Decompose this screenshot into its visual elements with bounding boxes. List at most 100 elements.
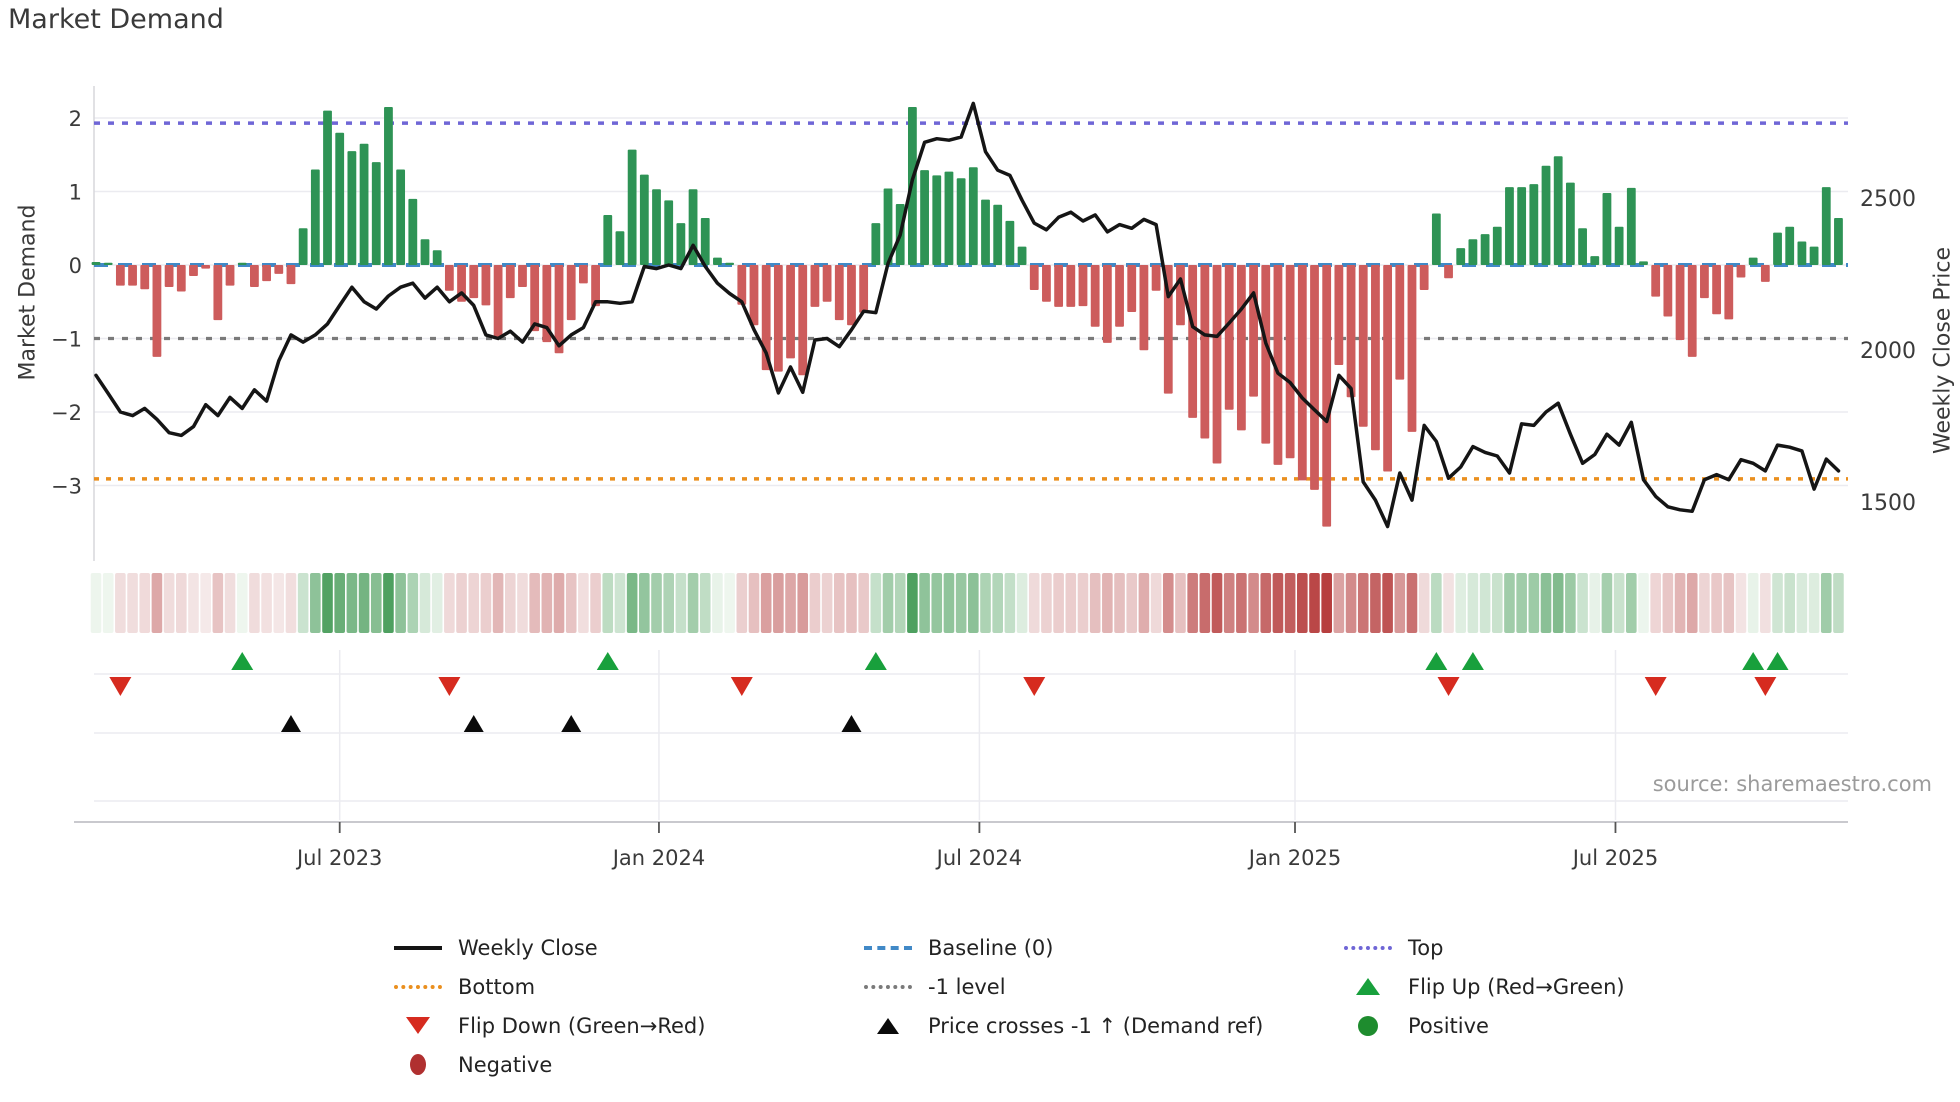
- heatmap-cell: [1577, 573, 1588, 633]
- demand-bar: [444, 265, 454, 291]
- heatmap-cell: [1760, 573, 1771, 633]
- demand-bar: [286, 265, 296, 285]
- heatmap-cell: [943, 573, 955, 633]
- demand-bar: [1736, 265, 1746, 278]
- demand-bar: [1261, 265, 1271, 444]
- flip-down-marker: [1644, 677, 1667, 696]
- y-axis-right-label: Weekly Close Price: [1930, 247, 1956, 454]
- legend: Weekly Close Bottom Flip Down (Green→Red) N…: [0, 928, 1960, 1088]
- heatmap-cell: [151, 573, 163, 633]
- demand-bar: [1334, 265, 1344, 365]
- heatmap-cell: [163, 573, 175, 633]
- heatmap-cell: [1175, 573, 1186, 633]
- heatmap-cell: [1808, 573, 1820, 633]
- heatmap-cell: [1638, 573, 1649, 633]
- heatmap-cell: [504, 573, 516, 633]
- heatmap-cell: [1382, 573, 1393, 633]
- legend-label: Flip Up (Red→Green): [1408, 974, 1625, 999]
- heatmap-cell: [614, 573, 626, 633]
- flip-down-marker: [438, 677, 461, 696]
- heatmap-cell: [1065, 573, 1077, 633]
- y-axis-left-tick-label: 2: [69, 107, 82, 131]
- demand-bar: [981, 199, 990, 265]
- demand-bar: [1127, 265, 1137, 313]
- demand-bar: [603, 215, 613, 265]
- demand-bar: [1724, 265, 1734, 320]
- demand-bar: [1675, 265, 1685, 340]
- heatmap-cell: [431, 573, 443, 633]
- heatmap-cell: [1565, 573, 1576, 633]
- positive-swatch: [1358, 1015, 1378, 1036]
- demand-bar: [432, 250, 442, 265]
- demand-bar: [1297, 265, 1307, 481]
- demand-bar: [834, 265, 844, 321]
- heatmap-cell: [1711, 573, 1722, 633]
- bottom-swatch: [394, 984, 442, 989]
- legend-item-weekly-close: Weekly Close: [392, 928, 705, 967]
- heatmap-cell: [785, 573, 796, 633]
- heatmap-cell: [212, 573, 224, 633]
- demand-bar: [1383, 265, 1393, 472]
- demand-bar: [566, 265, 576, 321]
- flip-up-marker: [864, 652, 887, 670]
- price-crosses-swatch: [877, 1017, 899, 1034]
- heatmap-cell: [297, 573, 309, 633]
- heatmap-cell: [1053, 573, 1064, 633]
- demand-bar: [1029, 265, 1039, 290]
- heatmap-cell: [639, 573, 650, 633]
- heatmap-cell: [1321, 573, 1332, 633]
- demand-bar: [1541, 165, 1551, 265]
- negative-swatch: [410, 1054, 426, 1075]
- demand-bar: [627, 149, 637, 265]
- demand-bar: [310, 169, 320, 265]
- heatmap-cell: [1248, 573, 1259, 633]
- demand-bar: [1529, 184, 1539, 265]
- heatmap-cell: [139, 573, 151, 633]
- heatmap-cell: [1723, 573, 1735, 633]
- heatmap-cell: [846, 573, 857, 633]
- minus-1-level-legend-icon: [862, 984, 914, 989]
- heatmap-cell: [687, 573, 699, 633]
- y-axis-left-tick-label: −2: [51, 401, 82, 425]
- demand-bar: [932, 175, 942, 265]
- price-cross-marker: [463, 715, 484, 732]
- heatmap-cell: [1187, 573, 1198, 633]
- heatmap-cell: [175, 573, 187, 633]
- demand-bar: [579, 265, 588, 284]
- heatmap-cell: [1467, 573, 1479, 633]
- demand-bar: [1565, 182, 1575, 265]
- heatmap-cell: [1552, 573, 1564, 633]
- demand-bar: [786, 265, 795, 359]
- heatmap-cell: [968, 573, 979, 633]
- heatmap-cell: [1126, 573, 1138, 633]
- heatmap-cell: [1102, 573, 1113, 633]
- heatmap-cell: [102, 573, 114, 633]
- heatmap-cell: [1138, 573, 1150, 633]
- y-axis-left-tick-label: −3: [51, 475, 82, 499]
- demand-bar: [1188, 265, 1198, 418]
- heatmap-cell: [955, 573, 967, 633]
- heatmap-cell: [1333, 573, 1345, 633]
- demand-bar: [1017, 246, 1027, 265]
- flip-up-marker: [231, 652, 254, 670]
- heatmap-cell: [1443, 573, 1454, 633]
- heatmap-cell: [273, 573, 285, 633]
- demand-bar: [1078, 265, 1088, 307]
- demand-bar: [810, 265, 820, 307]
- heatmap-cell: [1089, 573, 1101, 633]
- legend-label: Flip Down (Green→Red): [458, 1013, 706, 1038]
- demand-bar: [1444, 265, 1453, 279]
- demand-bar: [615, 231, 625, 265]
- heatmap-cell: [1674, 573, 1686, 633]
- legend-label: Weekly Close: [458, 935, 598, 960]
- heatmap-cell: [1418, 573, 1430, 633]
- price-cross-marker: [841, 715, 862, 732]
- demand-bar: [140, 265, 150, 290]
- heatmap-cell: [663, 573, 674, 633]
- heatmap-cell: [1309, 573, 1320, 633]
- legend-item-flip-down: Flip Down (Green→Red): [392, 1006, 705, 1045]
- demand-bar: [1358, 265, 1368, 427]
- heatmap-cell: [480, 573, 492, 633]
- demand-bar: [664, 200, 674, 265]
- legend-column-2: Baseline (0) -1 level Price crosses -1 ↑ (…: [862, 928, 1263, 1045]
